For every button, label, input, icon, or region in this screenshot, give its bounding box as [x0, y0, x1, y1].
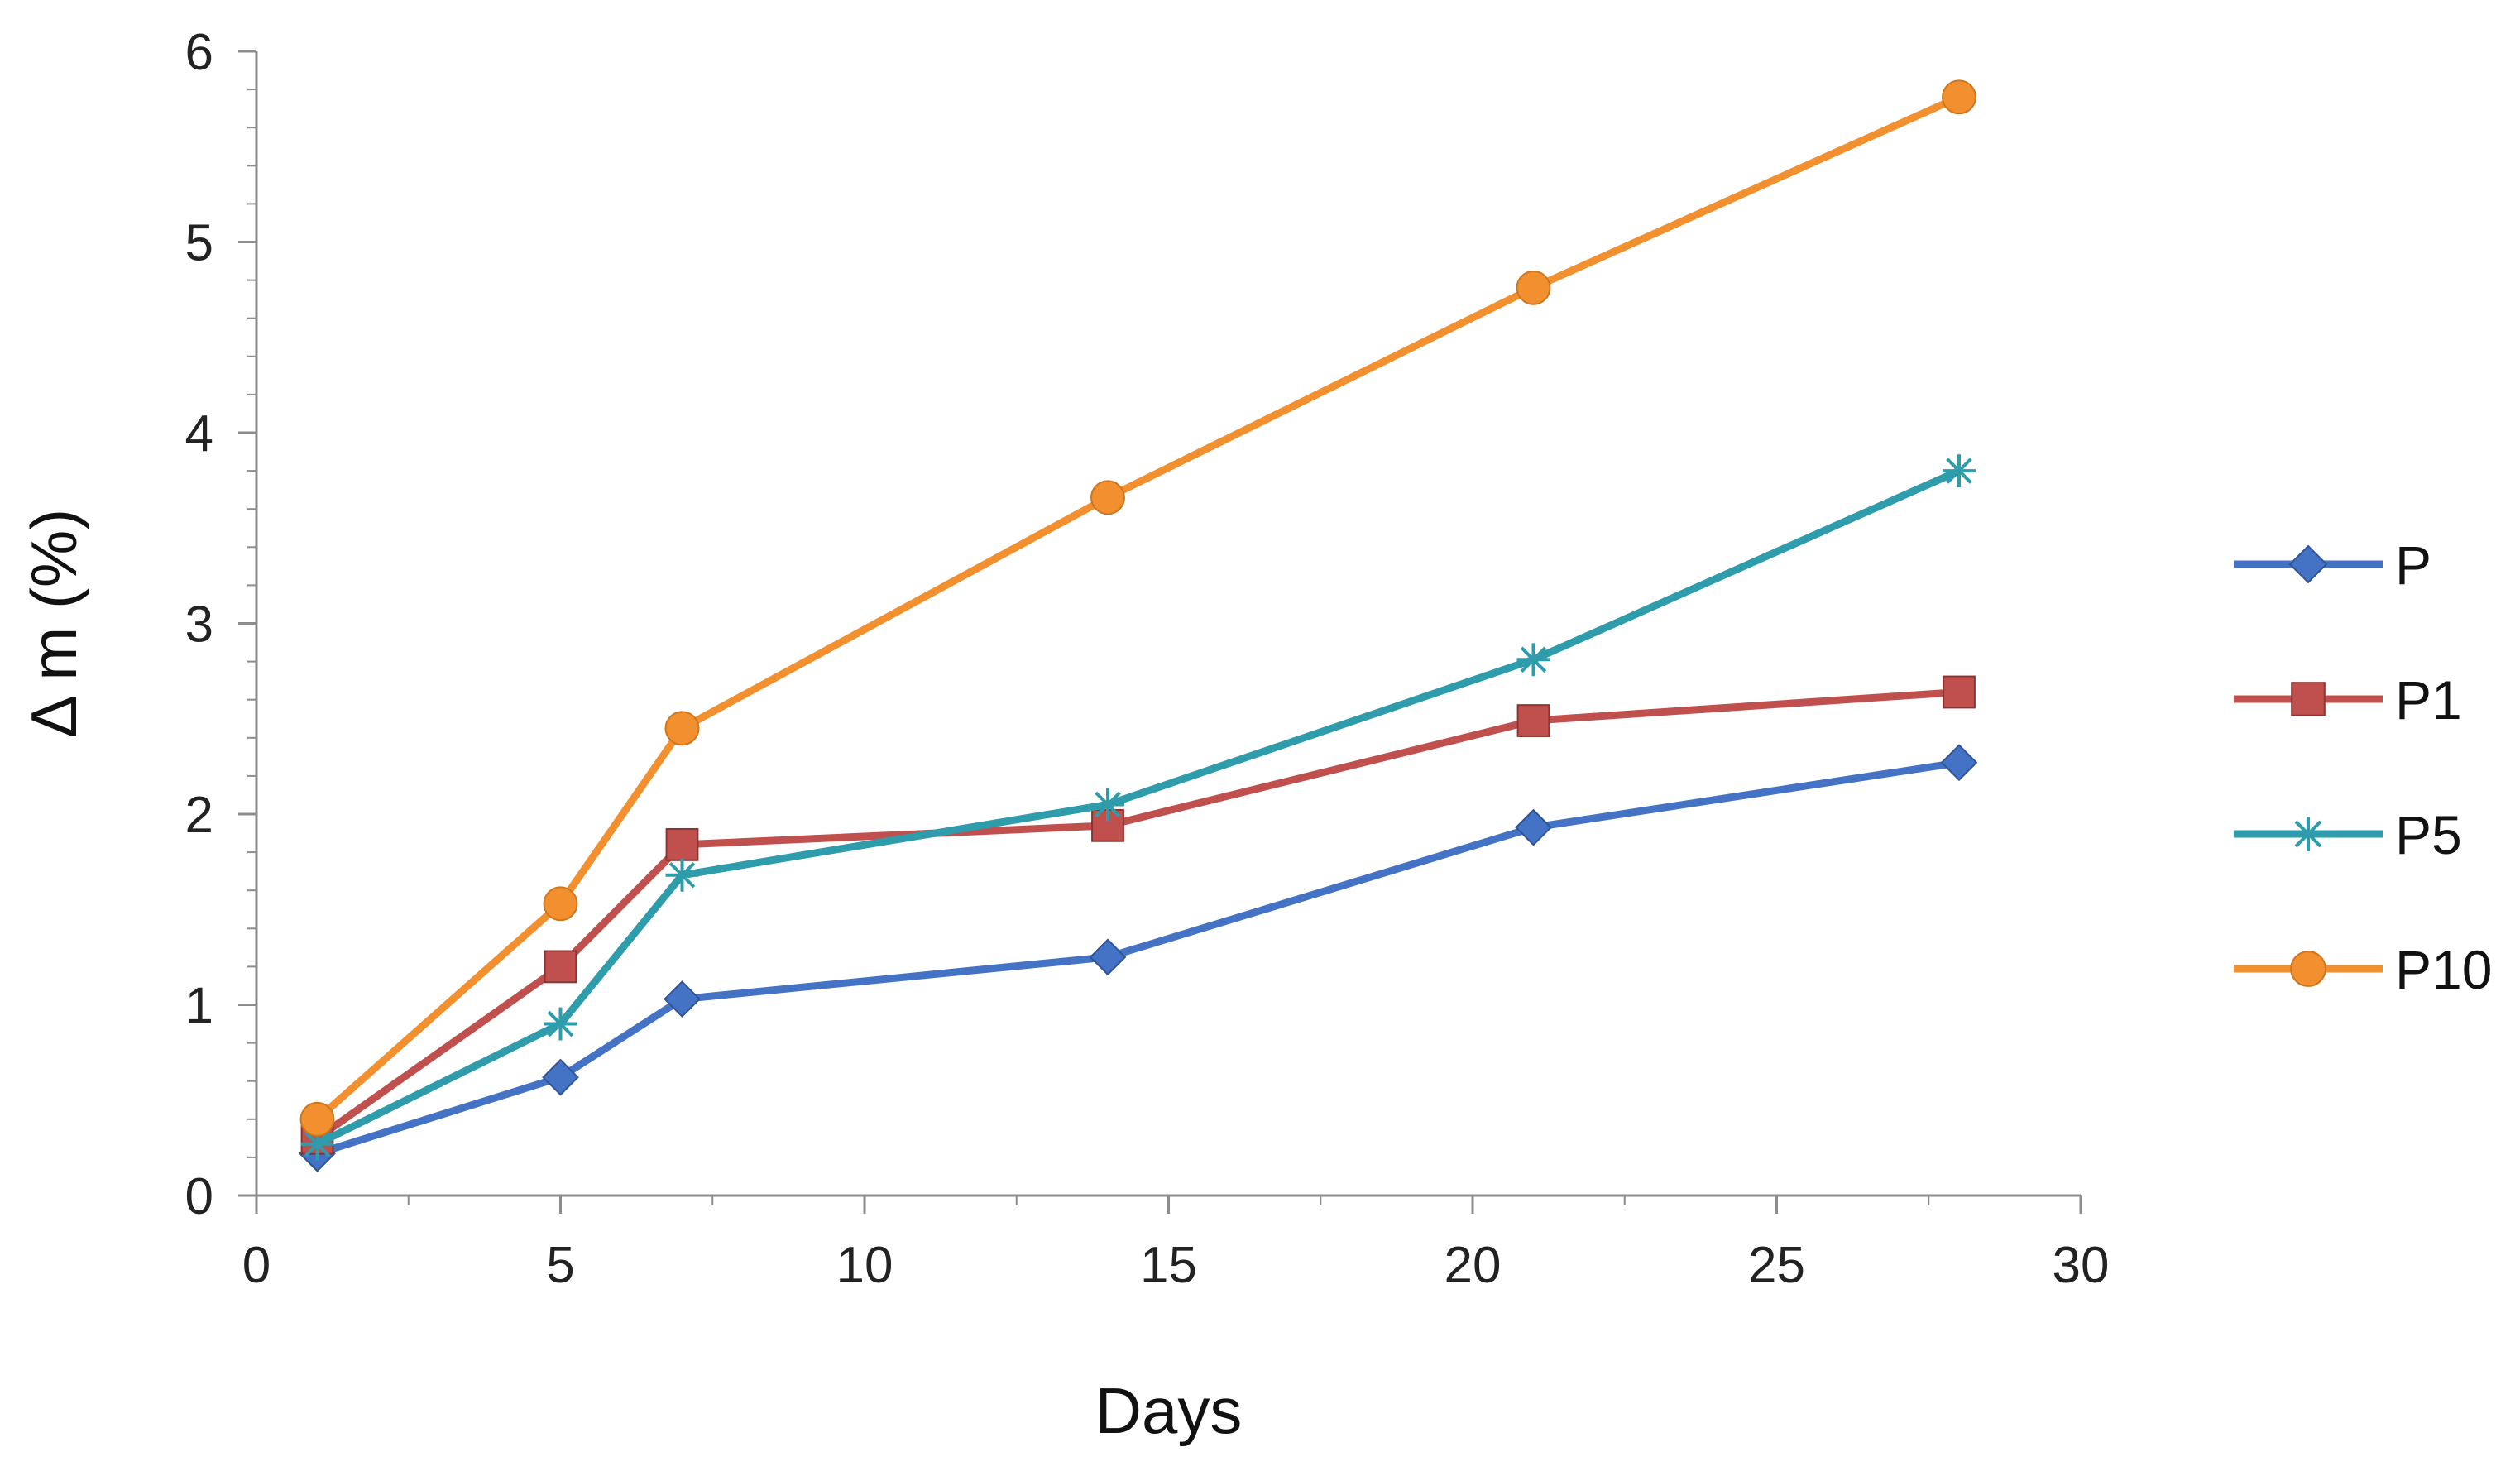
legend-item-p: P: [2234, 534, 2431, 596]
data-point-p: [664, 980, 701, 1018]
legend: P P1 P5 P10: [2234, 534, 2492, 1000]
series-layer: [299, 79, 1978, 1172]
legend-item-p5: P5: [2234, 804, 2462, 865]
x-tick-label: 5: [546, 1237, 574, 1294]
data-point-p1: [544, 950, 577, 984]
data-point-p10: [543, 886, 578, 922]
y-tick-label: 1: [185, 978, 213, 1035]
y-tick-label: 0: [185, 1168, 213, 1225]
data-point-p5: [544, 1007, 577, 1041]
series-line-p1: [314, 688, 1963, 1143]
data-point-p10: [1516, 270, 1551, 305]
data-point-p5: [1943, 454, 1976, 488]
y-tick-label: 3: [185, 597, 213, 654]
data-point-p1: [1943, 675, 1976, 709]
series-line-p5: [314, 467, 1963, 1148]
series-line-p: [314, 759, 1963, 1157]
legend-label-p5: P5: [2395, 804, 2462, 865]
legend-marker-p5: [2291, 817, 2326, 851]
legend-label-p: P: [2395, 534, 2431, 596]
y-tick-label: 5: [185, 215, 213, 272]
legend-marker-p10: [2290, 951, 2326, 987]
x-tick-label: 15: [1140, 1237, 1197, 1294]
data-point-p5: [1516, 643, 1550, 677]
y-tick-label: 2: [185, 787, 213, 844]
data-point-p: [1089, 938, 1127, 976]
axes: 0 1 2 3 4 5 6 0 5 10 15 20 25 30: [185, 24, 2110, 1294]
x-tick-label: 30: [2053, 1237, 2110, 1294]
series-p10: [299, 79, 1976, 1137]
y-tick-label: 4: [185, 405, 213, 462]
data-point-p10: [1090, 480, 1125, 515]
y-tick-label: 6: [185, 24, 213, 81]
data-point-p5: [665, 858, 699, 892]
data-point-p10: [299, 1101, 335, 1137]
x-axis-title: Days: [1095, 1374, 1243, 1447]
data-point-p1: [1516, 704, 1550, 737]
series-p: [299, 744, 1978, 1172]
legend-marker-p1: [2291, 682, 2326, 716]
legend-label-p10: P10: [2395, 939, 2492, 1000]
data-point-p10: [1942, 79, 1976, 115]
legend-item-p1: P1: [2234, 669, 2462, 731]
legend-item-p10: P10: [2234, 939, 2492, 1000]
legend-label-p1: P1: [2395, 669, 2462, 731]
series-p5: [300, 454, 1976, 1161]
legend-marker-p: [2288, 544, 2328, 584]
x-tick-label: 10: [836, 1237, 893, 1294]
data-point-p: [542, 1058, 579, 1096]
data-point-p5: [1091, 788, 1124, 822]
data-point-p1: [665, 827, 699, 861]
data-point-p: [1940, 744, 1978, 782]
x-tick-label: 0: [242, 1237, 271, 1294]
y-axis-title: Δ m (%): [17, 509, 90, 738]
data-point-p: [1515, 808, 1552, 846]
x-tick-label: 20: [1444, 1237, 1502, 1294]
x-tick-label: 25: [1748, 1237, 1805, 1294]
series-line-p10: [314, 93, 1963, 1124]
data-point-p10: [664, 711, 700, 746]
